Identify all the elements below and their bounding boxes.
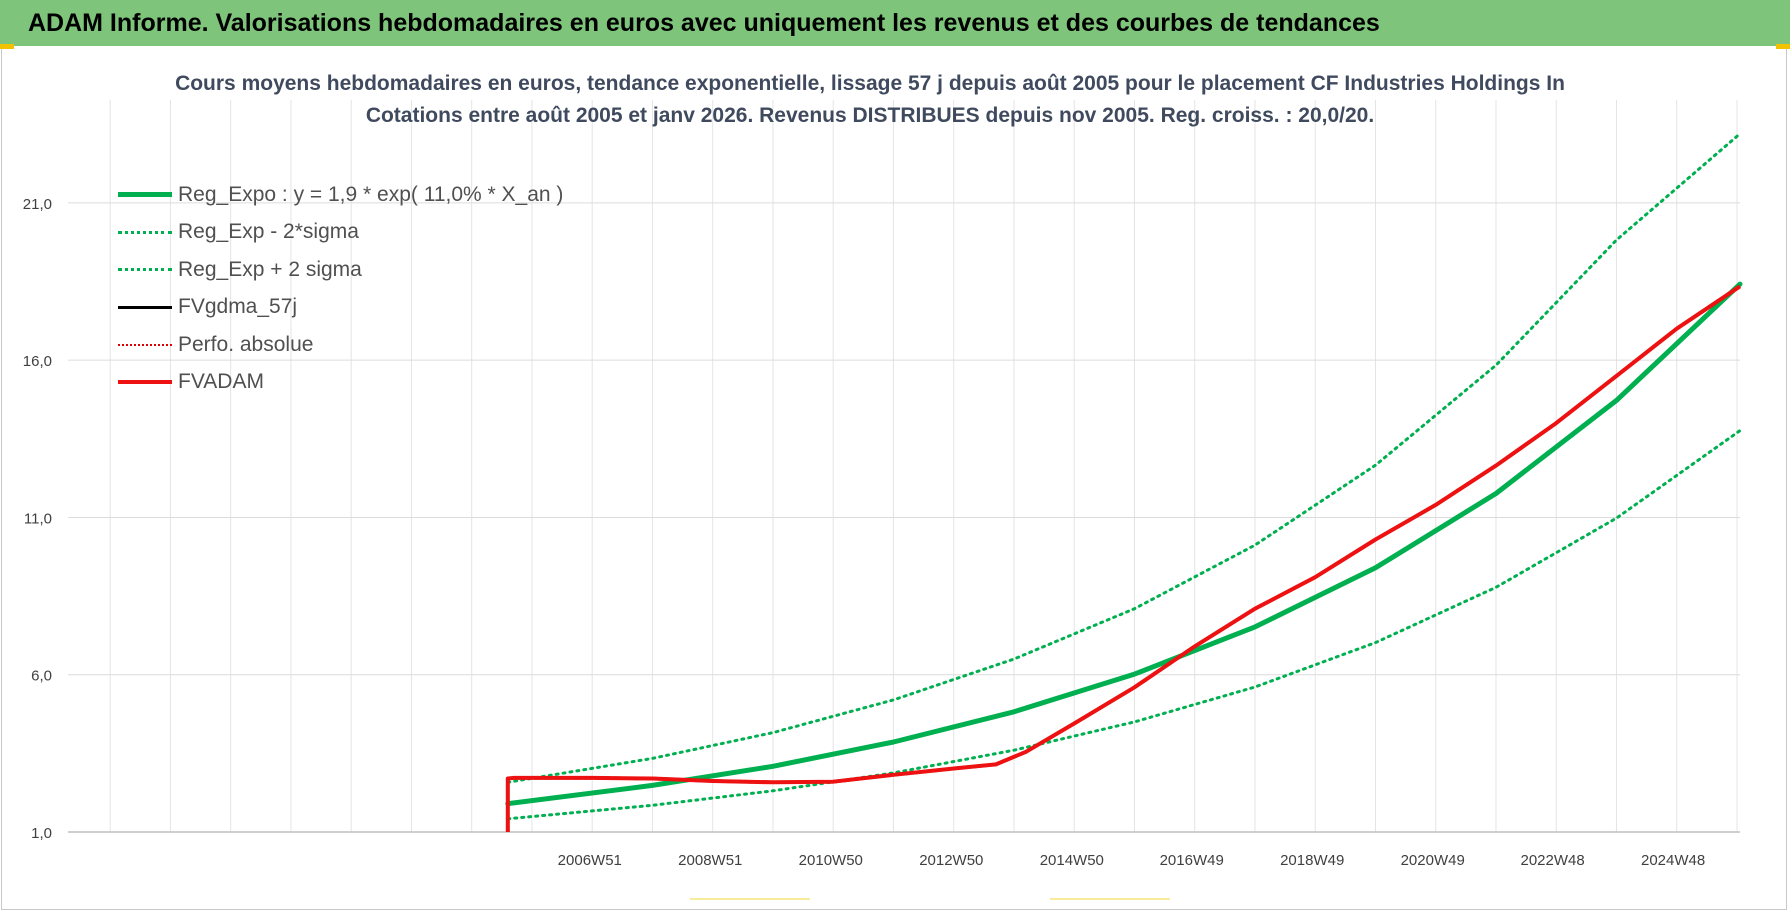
underline-mark-1 <box>690 898 810 900</box>
legend-item-reg_minus: Reg_Exp - 2*sigma <box>118 214 563 252</box>
x-tick-label: 2020W49 <box>1401 852 1465 869</box>
x-tick-label: 2016W49 <box>1160 852 1224 869</box>
x-tick-label: 2018W49 <box>1280 852 1344 869</box>
y-tick-label: 1,0 <box>31 825 52 842</box>
legend-swatch <box>118 192 172 198</box>
series-reg_expo <box>505 281 1743 807</box>
x-tick-label: 2014W50 <box>1040 852 1104 869</box>
legend-label: Reg_Exp - 2*sigma <box>178 220 359 244</box>
legend-swatch <box>118 343 172 346</box>
x-tick-label: 2024W48 <box>1641 852 1705 869</box>
series-reg_minus <box>506 429 1742 821</box>
x-tick-label: 2006W51 <box>558 852 622 869</box>
legend-item-perfo: Perfo. absolue <box>118 326 563 364</box>
legend-label: Perfo. absolue <box>178 332 314 356</box>
corner-mark-right <box>1776 44 1790 49</box>
report-banner: ADAM Informe. Valorisations hebdomadaire… <box>0 0 1790 46</box>
legend-swatch <box>118 305 172 309</box>
legend-label: FVADAM <box>178 370 264 394</box>
legend-item-fvadam: FVADAM <box>118 364 563 402</box>
legend-label: Reg_Exp + 2 sigma <box>178 257 362 281</box>
chart-title-line-2: Cotations entre août 2005 et janv 2026. … <box>365 104 1375 127</box>
x-tick-label: 2012W50 <box>919 852 983 869</box>
legend-label: Reg_Expo : y = 1,9 * exp( 11,0% * X_an ) <box>178 182 564 206</box>
y-tick-label: 16,0 <box>23 353 52 370</box>
legend-item-fvgdma: FVgdma_57j <box>118 289 563 327</box>
legend-swatch <box>118 380 172 385</box>
legend-item-reg_expo: Reg_Expo : y = 1,9 * exp( 11,0% * X_an ) <box>118 176 563 214</box>
x-tick-label: 2022W48 <box>1521 852 1585 869</box>
series-fvadam <box>505 284 1742 832</box>
underline-mark-2 <box>1050 898 1170 900</box>
y-tick-label: 21,0 <box>23 196 52 213</box>
x-tick-label: 2008W51 <box>678 852 742 869</box>
chart-frame <box>1 46 1787 910</box>
legend-item-reg_plus: Reg_Exp + 2 sigma <box>118 251 563 289</box>
corner-mark-left <box>0 44 14 49</box>
series-reg_plus <box>506 132 1742 784</box>
legend-label: FVgdma_57j <box>178 295 298 319</box>
legend-swatch <box>118 230 172 234</box>
x-tick-label: 2010W50 <box>799 852 863 869</box>
y-tick-label: 6,0 <box>31 668 52 685</box>
legend-swatch <box>118 268 172 272</box>
chart-legend: Reg_Expo : y = 1,9 * exp( 11,0% * X_an )… <box>118 176 563 401</box>
banner-title: ADAM Informe. Valorisations hebdomadaire… <box>28 9 1380 37</box>
y-tick-label: 11,0 <box>24 510 52 527</box>
chart-title-line-1: Cours moyens hebdomadaires en euros, ten… <box>175 72 1565 95</box>
